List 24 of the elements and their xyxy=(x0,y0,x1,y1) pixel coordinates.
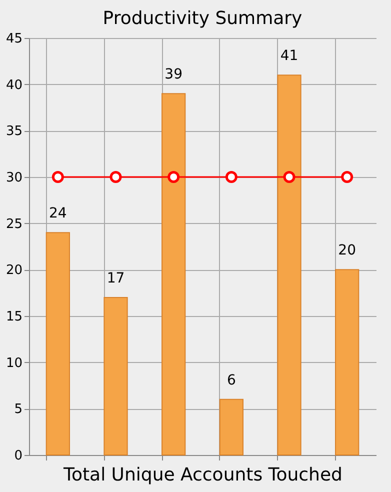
bar xyxy=(277,74,302,456)
y-tick-label: 25 xyxy=(6,216,22,232)
y-tick-label: 30 xyxy=(6,170,22,186)
data-label: 39 xyxy=(164,66,182,83)
y-tick-label: 40 xyxy=(6,78,22,93)
y-tick-label: 10 xyxy=(6,356,22,371)
bar xyxy=(104,296,128,456)
y-tick-label: 35 xyxy=(6,124,22,140)
y-tick-label: 0 xyxy=(14,448,22,464)
y-tick-label: 45 xyxy=(6,32,22,46)
x-axis-title: Total Unique Accounts Touched xyxy=(62,464,342,486)
bar xyxy=(219,398,244,456)
bar xyxy=(162,93,186,456)
data-label: 24 xyxy=(49,206,67,222)
bar xyxy=(335,269,360,456)
chart-title: Productivity Summary xyxy=(102,8,303,29)
y-tick-label: 5 xyxy=(14,402,22,418)
data-label: 41 xyxy=(280,48,298,64)
data-label: 6 xyxy=(226,372,236,388)
bar xyxy=(46,232,70,456)
y-tick-label: 20 xyxy=(6,263,22,278)
data-label: 20 xyxy=(338,242,356,259)
data-label: 17 xyxy=(106,270,125,286)
y-tick-label: 15 xyxy=(6,310,22,324)
